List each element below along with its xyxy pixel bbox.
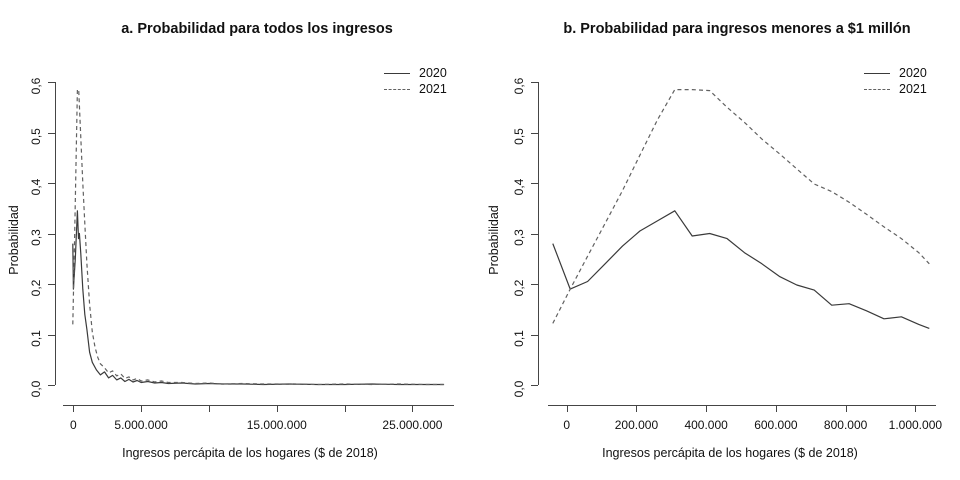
y-tick-label: 0,3: [29, 229, 43, 246]
legend-item-2021: 2021: [384, 82, 447, 97]
y-tick-label: 0,0: [512, 380, 526, 397]
y-tick-label: 0,5: [29, 128, 43, 145]
x-tick-label: 400.000: [684, 418, 728, 432]
dashed-line-sample-icon: [384, 89, 410, 90]
chart-b-title: b. Probabilidad para ingresos menores a …: [563, 21, 911, 37]
chart-a-title: a. Probabilidad para todos los ingresos: [121, 21, 393, 37]
legend-item-2020: 2020: [384, 66, 447, 81]
legend-label-2021: 2021: [419, 82, 447, 96]
series-line-2020-solid: [72, 210, 444, 386]
chart-a-todos-los-ingresos: 0,0 0,1 0,2 0,3 0,4 0,5 0,6 0 5.000.000 15.000.00…: [7, 21, 454, 460]
y-tick-label: 0,2: [29, 279, 43, 296]
series-line-2021-dashed: [552, 89, 930, 324]
y-tick-label: 0,1: [512, 330, 526, 347]
legend-label-2020: 2020: [419, 66, 447, 80]
dashed-line-sample-icon: [864, 89, 890, 90]
x-tick-label: 800.000: [824, 418, 868, 432]
y-tick-label: 0,0: [29, 380, 43, 397]
y-tick-label: 0,2: [512, 279, 526, 296]
series-line-2021-dashed: [72, 89, 445, 386]
y-tick-label: 0,6: [29, 77, 43, 94]
legend-label-2020: 2020: [899, 66, 927, 80]
y-tick-label: 0,5: [512, 128, 526, 145]
legend-item-2020: 2020: [864, 66, 927, 81]
series-line-2020-solid: [552, 210, 930, 329]
y-tick-label: 0,6: [512, 77, 526, 94]
y-tick-label: 0,4: [512, 178, 526, 195]
y-tick-label: 0,4: [29, 178, 43, 195]
x-tick-label: 200.000: [615, 418, 659, 432]
chart-b-x-axis-title: Ingresos percápita de los hogares ($ de …: [602, 446, 858, 460]
x-tick-label: 5.000.000: [114, 418, 168, 432]
solid-line-sample-icon: [864, 73, 890, 74]
chart-b-ingresos-menores-1-millon: 0,0 0,1 0,2 0,3 0,4 0,5 0,6 0 200.000 400.000 600.…: [480, 0, 960, 480]
chart-b-y-axis-title: Probabilidad: [487, 205, 501, 275]
chart-b-legend: 2020 2021: [864, 66, 927, 98]
legend-item-2021: 2021: [864, 82, 927, 97]
x-tick-label: 25.000.000: [382, 418, 442, 432]
chart-a-legend: 2020 2021: [384, 66, 447, 98]
chart-a-x-axis-title: Ingresos percápita de los hogares ($ de …: [122, 446, 378, 460]
x-tick-label: 15.000.000: [247, 418, 307, 432]
x-tick-label: 1.000.000: [889, 418, 943, 432]
y-tick-label: 0,3: [512, 229, 526, 246]
x-tick-label: 0: [70, 418, 77, 432]
x-tick-label: 600.000: [754, 418, 798, 432]
chart-a-y-axis-title: Probabilidad: [7, 205, 21, 275]
x-tick-label: 0: [563, 418, 570, 432]
chart-a-plot-area: 0,0 0,1 0,2 0,3 0,4 0,5 0,6 0 5.000.000 15.000.00…: [29, 77, 454, 432]
solid-line-sample-icon: [384, 73, 410, 74]
y-tick-label: 0,1: [29, 330, 43, 347]
legend-label-2021: 2021: [899, 82, 927, 96]
chart-b-plot-area: 0,0 0,1 0,2 0,3 0,4 0,5 0,6 0 200.000 400.000 600.…: [512, 77, 943, 432]
